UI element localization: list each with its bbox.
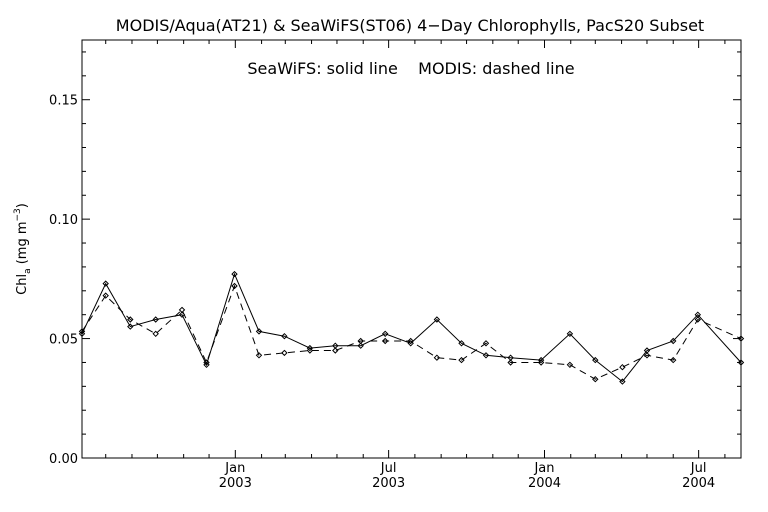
data-point-marker — [433, 354, 441, 361]
data-point-marker — [78, 330, 86, 338]
data-point-marker — [281, 332, 288, 340]
y-axis-label-units-close: ) — [15, 203, 30, 208]
x-tick-month-label: Jul — [690, 461, 707, 476]
data-point-marker — [694, 316, 702, 323]
data-point-marker — [619, 363, 626, 371]
data-point-marker — [458, 340, 465, 347]
chart-title: MODIS/Aqua(AT21) & SeaWiFS(ST06) 4−Day C… — [116, 16, 704, 35]
series-layer — [78, 270, 745, 385]
y-axis-label-units: (mg m — [15, 221, 30, 268]
series-legend-note: SeaWiFS: solid line MODIS: dashed line — [247, 59, 574, 78]
y-axis-label-subscript: a — [23, 268, 33, 274]
x-tick-year-label: 2004 — [528, 476, 561, 491]
x-tick-year-label: 2003 — [372, 476, 405, 491]
data-point-marker — [281, 349, 288, 357]
data-point-marker — [255, 328, 263, 335]
data-point-marker — [433, 316, 441, 323]
x-tick-year-label: 2003 — [219, 476, 252, 491]
x-tick-year-label: 2004 — [682, 476, 715, 491]
data-point-marker — [203, 359, 210, 366]
data-point-marker — [102, 292, 109, 299]
data-point-marker — [592, 375, 599, 383]
data-point-marker — [231, 282, 238, 290]
y-tick-label: 0.15 — [49, 94, 78, 109]
x-tick-month-label: Jan — [533, 461, 554, 476]
x-tick-month-label: Jan — [224, 461, 245, 476]
data-point-marker — [482, 352, 490, 359]
plot-area-frame — [81, 39, 742, 459]
data-point-marker — [458, 356, 465, 364]
y-tick-label: 0.05 — [49, 333, 78, 348]
data-point-marker — [619, 378, 626, 385]
data-point-marker — [537, 359, 545, 366]
y-axis-label-superscript: −3 — [13, 208, 23, 221]
y-tick-label: 0.00 — [49, 452, 78, 467]
data-point-marker — [381, 330, 389, 338]
data-point-marker — [381, 337, 389, 345]
y-tick-label: 0.10 — [49, 213, 78, 228]
data-point-marker — [357, 337, 364, 345]
data-point-marker — [537, 356, 545, 364]
series-modis — [78, 282, 745, 383]
data-point-marker — [407, 337, 414, 345]
data-point-marker — [127, 316, 134, 323]
data-point-marker — [737, 335, 745, 342]
data-point-marker — [78, 328, 86, 335]
data-point-marker — [306, 344, 314, 352]
data-point-marker — [152, 330, 159, 338]
data-point-marker — [669, 337, 677, 345]
data-point-marker — [566, 330, 574, 338]
data-point-marker — [482, 340, 490, 347]
data-point-marker — [102, 280, 109, 287]
data-point-marker — [357, 342, 364, 349]
x-tick-month-label: Jul — [380, 461, 397, 476]
data-point-marker — [231, 270, 238, 278]
data-point-marker — [332, 347, 339, 354]
data-point-marker — [643, 352, 651, 359]
data-point-marker — [566, 361, 574, 369]
series-line — [81, 272, 742, 383]
data-point-marker — [737, 359, 745, 366]
data-point-marker — [669, 356, 677, 364]
data-point-marker — [306, 347, 314, 354]
data-point-marker — [178, 306, 186, 314]
series-line — [81, 284, 742, 380]
y-axis-label: Chla (mg m−3) — [13, 203, 33, 295]
data-point-marker — [255, 352, 263, 359]
data-point-marker — [507, 359, 514, 366]
y-axis-label-base: Chl — [15, 274, 30, 295]
y-axis: 0.00 0.05 0.10 0.15 — [49, 51, 741, 467]
data-point-marker — [592, 356, 599, 364]
data-point-marker — [127, 323, 134, 330]
data-point-marker — [152, 316, 159, 323]
series-seawifs — [78, 270, 745, 385]
